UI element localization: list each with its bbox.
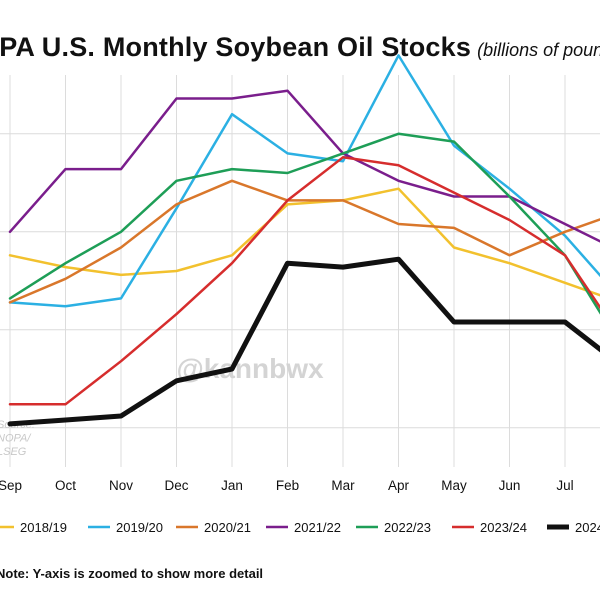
gridlines [0, 75, 600, 467]
legend-label: 2022/23 [384, 520, 431, 535]
legend-label: 2019/20 [116, 520, 163, 535]
series-lines [7, 54, 600, 427]
x-tick-label: Nov [109, 478, 133, 493]
series-line-2021-22 [8, 89, 600, 243]
source-note-line: NOPA/ [0, 433, 31, 445]
chart-title-block: OPA U.S. Monthly Soybean Oil Stocks (bill… [0, 32, 600, 63]
x-tick-label: Apr [388, 478, 410, 493]
x-tick-label: Sep [0, 478, 22, 493]
series-line-2022-23 [8, 132, 600, 315]
chart-unit-label: (billions of pounds) [477, 40, 600, 60]
series-line-2018-19 [8, 187, 600, 297]
watermark-text: @kannbwx [176, 353, 324, 384]
x-tick-label: Jan [221, 478, 243, 493]
footnote: Note: Y-axis is zoomed to show more deta… [0, 566, 264, 581]
x-tick-label: Mar [331, 478, 355, 493]
x-axis-tick-labels: SepOctNovDecJanFebMarAprMayJunJulAug [0, 478, 574, 493]
legend-label: 2021/22 [294, 520, 341, 535]
series-line-2024-25 [7, 256, 600, 427]
legend-label: 2018/19 [20, 520, 67, 535]
x-tick-label: Jun [499, 478, 521, 493]
legend-label: 2023/24 [480, 520, 527, 535]
x-tick-label: Oct [55, 478, 76, 493]
series-line-2023-24 [8, 156, 600, 406]
x-tick-label: May [441, 478, 467, 493]
legend-label: 2024/25 [575, 520, 600, 535]
series-line-2020-21 [8, 179, 600, 304]
series-line-2019-20 [8, 54, 600, 308]
x-tick-label: Jul [556, 478, 573, 493]
x-tick-label: Feb [276, 478, 299, 493]
legend-label: 2020/21 [204, 520, 251, 535]
legend: 2018/19 2019/20 2020/21 2021/22 2022/23 2023/… [0, 520, 600, 535]
source-note-line: LSEG [0, 446, 27, 458]
x-tick-label: Dec [164, 478, 188, 493]
chart-title: OPA U.S. Monthly Soybean Oil Stocks [0, 32, 472, 62]
